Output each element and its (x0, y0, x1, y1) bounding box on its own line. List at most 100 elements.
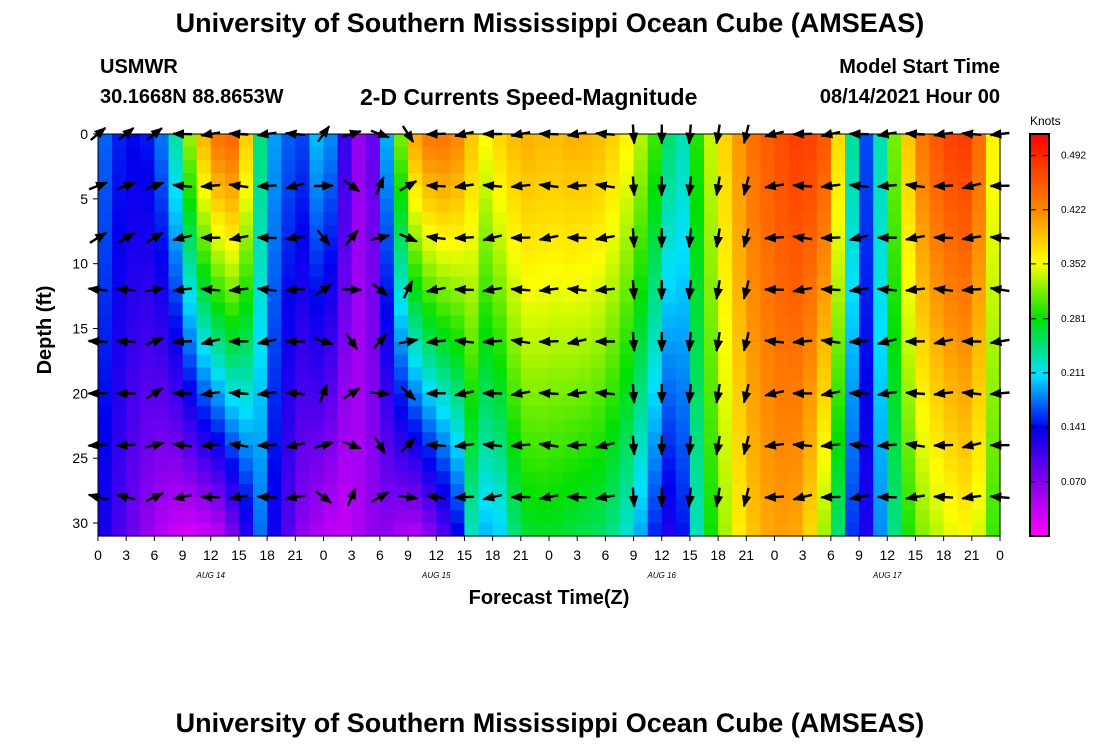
heatmap-cell (802, 341, 818, 356)
heatmap-cell (281, 172, 296, 187)
heatmap-cell (774, 263, 790, 278)
heatmap-cell (492, 250, 508, 265)
current-vector (713, 331, 724, 353)
x-tick-label: 3 (348, 547, 356, 563)
heatmap-cell (971, 237, 987, 252)
heatmap-cell (605, 341, 621, 356)
current-vector (741, 487, 752, 508)
heatmap-cell (943, 432, 959, 446)
heatmap-cell (577, 471, 592, 485)
heatmap-cell (929, 159, 945, 174)
heatmap-cell (549, 134, 564, 148)
heatmap-cell (98, 523, 113, 537)
heatmap-cell (647, 250, 663, 265)
heatmap-cell (337, 315, 353, 330)
heatmap-cell (563, 380, 578, 394)
current-vector (228, 388, 249, 399)
heatmap-cell (971, 380, 987, 394)
heatmap-cell (774, 211, 790, 226)
current-vector (374, 175, 385, 196)
heatmap-cell (534, 134, 550, 148)
current-vector (115, 336, 136, 347)
heatmap-cell (549, 237, 564, 252)
heatmap-cell (957, 354, 973, 369)
heatmap-cell (746, 276, 761, 291)
heatmap-cell (802, 172, 818, 187)
heatmap-cell (295, 458, 310, 472)
heatmap-cell (718, 289, 733, 304)
heatmap-cell (238, 328, 254, 343)
heatmap-cell (774, 134, 790, 148)
heatmap-cell (436, 367, 451, 381)
heatmap-cell (661, 484, 677, 498)
heatmap-cell (816, 432, 832, 446)
heatmap-cell (210, 432, 226, 446)
heatmap-cell (549, 263, 564, 278)
heatmap-cell (774, 445, 790, 459)
heatmap-cell (563, 523, 578, 537)
current-vector (256, 336, 277, 346)
heatmap-cell (873, 445, 888, 459)
heatmap-cell (746, 302, 761, 317)
heatmap-cell (464, 134, 480, 148)
heatmap-cell (549, 147, 564, 161)
heatmap-cell (112, 224, 127, 239)
x-tick-label: 12 (654, 547, 670, 563)
heatmap-cell (492, 263, 508, 278)
heatmap-cell (154, 471, 170, 485)
heatmap-cell (943, 510, 959, 524)
heatmap-cell (492, 302, 508, 317)
heatmap-cell (577, 224, 592, 239)
current-vector (904, 181, 925, 191)
heatmap-cell (126, 471, 141, 485)
heatmap-cell (845, 458, 860, 472)
heatmap-cell (816, 419, 832, 433)
heatmap-cell (337, 471, 353, 485)
heatmap-cell (126, 406, 141, 420)
heatmap-cell (464, 367, 480, 381)
heatmap-cell (534, 250, 550, 265)
heatmap-cell (253, 445, 268, 459)
heatmap-cell (196, 445, 212, 459)
heatmap-cell (408, 289, 423, 304)
heatmap-cell (154, 445, 170, 459)
heatmap-cell (464, 523, 480, 537)
heatmap-cell (436, 172, 451, 187)
heatmap-cell (985, 471, 1001, 485)
heatmap-cell (267, 328, 282, 343)
heatmap-cell (281, 393, 296, 407)
heatmap-cell (915, 147, 931, 161)
heatmap-cell (126, 510, 141, 524)
heatmap-cell (732, 263, 747, 278)
current-vector (116, 181, 137, 191)
heatmap-cell (126, 263, 141, 278)
heatmap-cell (746, 159, 761, 174)
heatmap-cell (140, 445, 155, 459)
current-vector (510, 440, 531, 450)
heatmap-cell (901, 185, 916, 200)
heatmap-cell (732, 432, 747, 446)
heatmap-cell (746, 211, 761, 226)
heatmap-cell (915, 471, 931, 485)
heatmap-cell (704, 172, 719, 187)
heatmap-cell (464, 315, 480, 330)
current-vector (848, 284, 869, 295)
heatmap-cell (224, 134, 240, 148)
current-vector (763, 336, 785, 347)
heatmap-cell (704, 211, 719, 226)
heatmap-cell (98, 263, 113, 278)
heatmap-cell (196, 159, 212, 174)
heatmap-cell (422, 354, 437, 369)
heatmap-cell (182, 380, 198, 394)
heatmap-cell (140, 432, 155, 446)
heatmap-cell (746, 380, 761, 394)
heatmap-cell (267, 484, 282, 498)
heatmap-cell (478, 523, 494, 537)
current-vector (453, 284, 474, 295)
heatmap-cell (901, 341, 916, 356)
heatmap-cell (859, 380, 874, 394)
heatmap-cell (647, 224, 663, 239)
heatmap-cell (337, 523, 353, 537)
heatmap-cell (591, 471, 606, 485)
heatmap-cell (506, 198, 522, 213)
